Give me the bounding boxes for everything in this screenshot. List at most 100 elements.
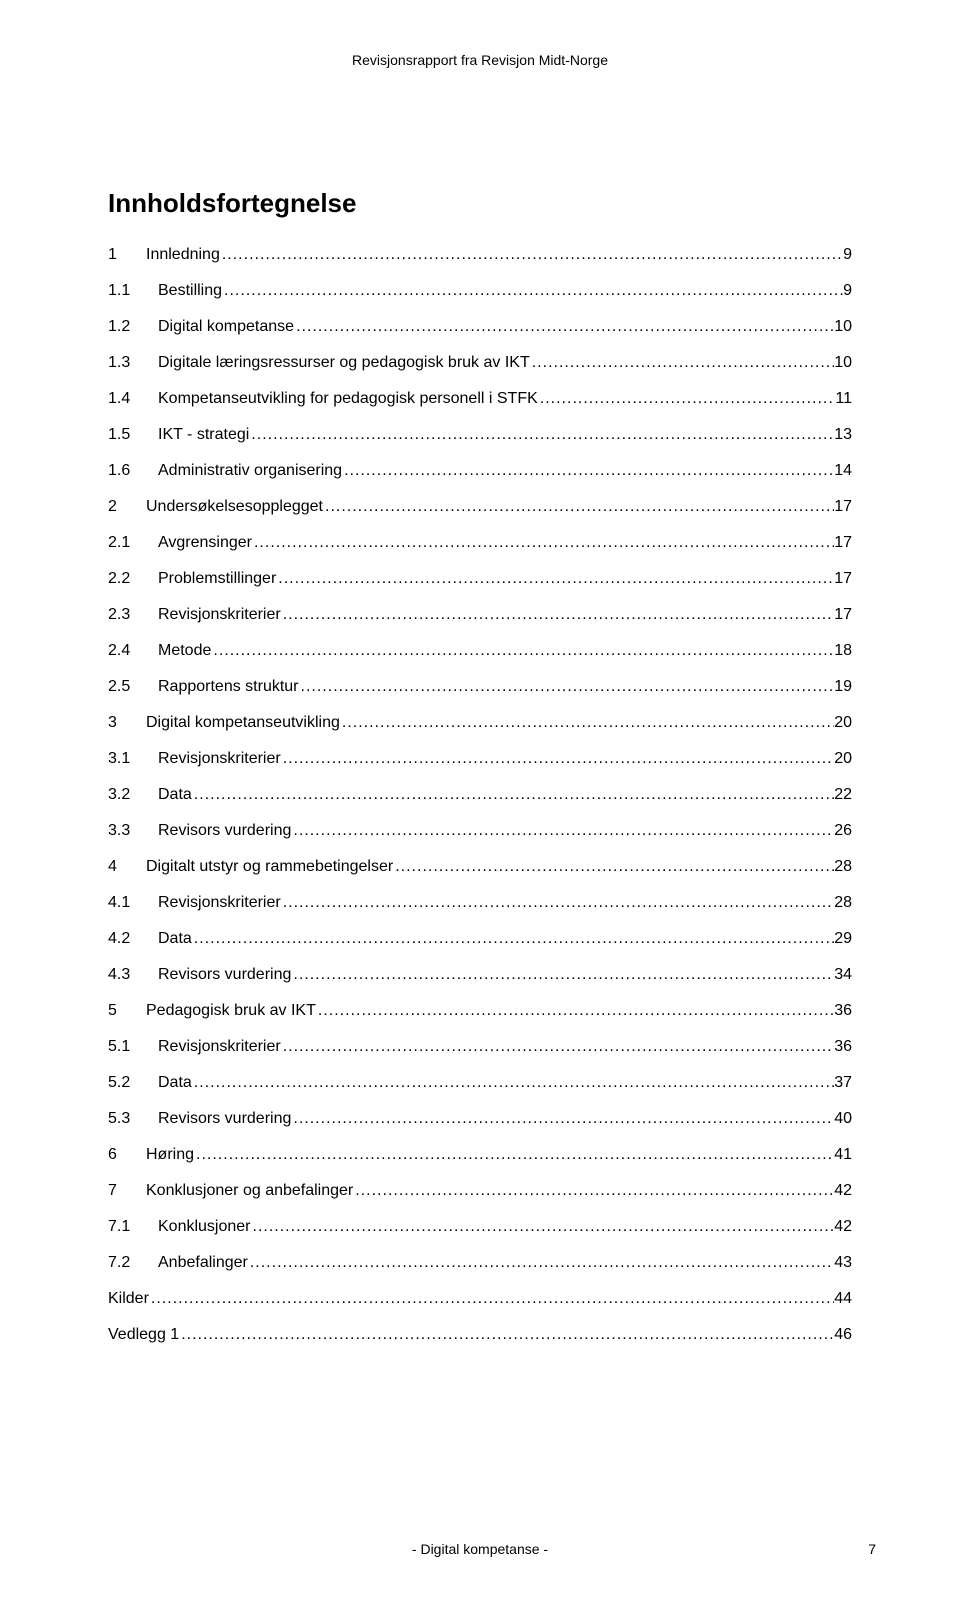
toc-entry-label: Vedlegg 1 [108,1327,179,1343]
toc-entry-label: Anbefalinger [158,1255,248,1271]
toc-leader-dots: ........................................… [211,643,834,659]
toc-entry-page: 17 [834,571,852,587]
toc-leader-dots: ........................................… [291,967,834,983]
toc-entry-label: Revisors vurdering [158,1111,291,1127]
toc-entry-page: 46 [834,1327,852,1343]
toc-leader-dots: ........................................… [222,283,843,299]
toc-row: Vedlegg 1...............................… [108,1327,852,1343]
toc-row: 2.2Problemstillinger....................… [108,571,852,587]
toc-entry-page: 17 [834,535,852,551]
toc-entry-label: Innledning [146,247,220,263]
toc-entry-number: 1 [108,247,146,263]
toc-row: 5Pedagogisk bruk av IKT.................… [108,1003,852,1019]
toc-entry-page: 36 [834,1039,852,1055]
toc-entry-number: 1.2 [108,319,158,335]
toc-entry-page: 36 [834,1003,852,1019]
toc-entry-page: 10 [834,355,852,371]
toc-entry-number: 3.1 [108,751,158,767]
toc-leader-dots: ........................................… [281,1039,835,1055]
toc-row: 6Høring.................................… [108,1147,852,1163]
page-footer: - Digital kompetanse - [0,1541,960,1557]
toc-entry-number: 4.1 [108,895,158,911]
toc-entry-label: Data [158,787,192,803]
toc-entry-page: 17 [834,607,852,623]
toc-entry-label: Digitalt utstyr og rammebetingelser [146,859,393,875]
toc-entry-page: 41 [834,1147,852,1163]
toc-entry-number: 5.3 [108,1111,158,1127]
toc-leader-dots: ........................................… [530,355,834,371]
toc-leader-dots: ........................................… [294,319,834,335]
toc-row: 5.3Revisors vurdering...................… [108,1111,852,1127]
toc-entry-number: 3.3 [108,823,158,839]
toc-row: 1.4Kompetanseutvikling for pedagogisk pe… [108,391,852,407]
toc-entry-page: 26 [834,823,852,839]
toc-row: 2.1Avgrensinger.........................… [108,535,852,551]
toc-row: 3.1Revisjonskriterier...................… [108,751,852,767]
toc-leader-dots: ........................................… [192,1075,834,1091]
toc-entry-page: 22 [834,787,852,803]
toc-row: 1.3Digitale læringsressurser og pedagogi… [108,355,852,371]
toc-leader-dots: ........................................… [281,607,835,623]
page-number: 7 [868,1541,876,1557]
toc-entry-page: 17 [834,499,852,515]
toc-row: 4.2Data.................................… [108,931,852,947]
toc-leader-dots: ........................................… [149,1291,834,1307]
toc-entry-number: 2.1 [108,535,158,551]
toc-entry-label: Revisjonskriterier [158,607,281,623]
toc-entry-number: 5 [108,1003,146,1019]
toc-entry-label: Digital kompetanse [158,319,294,335]
toc-entry-label: Problemstillinger [158,571,276,587]
toc-leader-dots: ........................................… [291,1111,834,1127]
toc-entry-label: Kompetanseutvikling for pedagogisk perso… [158,391,538,407]
toc-entry-label: Administrativ organisering [158,463,342,479]
toc-entry-label: Undersøkelsesopplegget [146,499,323,515]
toc-row: 3.3Revisors vurdering...................… [108,823,852,839]
toc-entry-number: 4 [108,859,146,875]
toc-leader-dots: ........................................… [194,1147,834,1163]
toc-entry-label: Revisjonskriterier [158,895,281,911]
toc-row: 4.1Revisjonskriterier...................… [108,895,852,911]
toc-row: 5.1Revisjonskriterier...................… [108,1039,852,1055]
toc-leader-dots: ........................................… [192,787,834,803]
toc-entry-page: 13 [834,427,852,443]
toc-entry-number: 7.1 [108,1219,158,1235]
toc-entry-label: Konklusjoner [158,1219,251,1235]
toc-entry-page: 34 [834,967,852,983]
toc-entry-number: 1.4 [108,391,158,407]
toc-leader-dots: ........................................… [393,859,834,875]
toc-entry-page: 43 [834,1255,852,1271]
toc-leader-dots: ........................................… [252,535,834,551]
toc-entry-label: Revisors vurdering [158,967,291,983]
toc-entry-page: 20 [834,715,852,731]
toc-row: 1Innledning.............................… [108,247,852,263]
toc-entry-label: IKT - strategi [158,427,249,443]
toc-entry-page: 37 [834,1075,852,1091]
toc-leader-dots: ........................................… [192,931,834,947]
toc-row: 1.5IKT - strategi.......................… [108,427,852,443]
toc-entry-label: Data [158,1075,192,1091]
toc-entry-number: 5.1 [108,1039,158,1055]
toc-entry-page: 44 [834,1291,852,1307]
toc-row: 1.2Digital kompetanse...................… [108,319,852,335]
toc-entry-number: 7 [108,1183,146,1199]
toc-entry-number: 1.3 [108,355,158,371]
toc-entry-number: 3 [108,715,146,731]
toc-entry-label: Høring [146,1147,194,1163]
toc-title: Innholdsfortegnelse [108,188,852,219]
toc-leader-dots: ........................................… [323,499,834,515]
toc-leader-dots: ........................................… [248,1255,834,1271]
toc-row: 1.6Administrativ organisering...........… [108,463,852,479]
toc-entry-page: 14 [834,463,852,479]
toc-leader-dots: ........................................… [276,571,834,587]
toc-entry-label: Digital kompetanseutvikling [146,715,340,731]
toc-entry-number: 7.2 [108,1255,158,1271]
toc-leader-dots: ........................................… [281,895,835,911]
toc-entry-page: 29 [834,931,852,947]
toc-entry-number: 2.3 [108,607,158,623]
toc-entry-label: Rapportens struktur [158,679,299,695]
toc-leader-dots: ........................................… [179,1327,834,1343]
toc-leader-dots: ........................................… [249,427,834,443]
toc-entry-page: 20 [834,751,852,767]
toc-entry-page: 19 [834,679,852,695]
toc-entry-page: 28 [834,859,852,875]
